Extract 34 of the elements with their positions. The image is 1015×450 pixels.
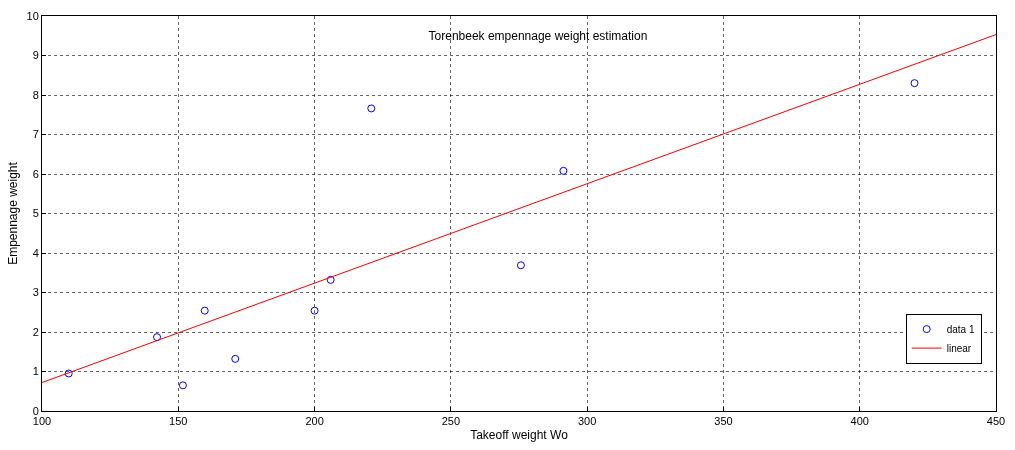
y-tick-label: 0 [32,404,39,417]
x-tick-label: 150 [169,415,188,428]
point [64,369,73,378]
x-tick-label: 400 [850,415,869,428]
point [559,166,568,175]
point [326,275,335,284]
x-tick-label: 200 [305,415,324,428]
text: Torenbeek empennage weight estimation [428,28,648,43]
y-axis-title: Empennage weight [5,161,20,265]
point [310,306,319,315]
x-tick-label: 350 [714,415,733,428]
y-tick-label: 3 [32,286,39,299]
y-tick-label: 1 [32,365,39,378]
y-tick-label: 8 [32,88,39,101]
point [516,261,525,270]
y-tick-label: 9 [32,49,39,62]
point [178,381,187,390]
x-tick-label: 250 [441,415,461,428]
y-tick-label: 5 [32,207,39,220]
legend-label: linear [946,343,972,354]
y-tick-label: 7 [32,128,39,141]
y-tick-label: 2 [32,325,39,338]
y-tick-label: 4 [32,246,39,259]
x-tick-label: 100 [32,415,52,428]
y-tick-label: 10 [26,9,39,22]
x-tick-label: 450 [986,415,1006,428]
x-axis-title: Takeoff weight Wo [470,428,569,443]
x-tick-label: 300 [577,415,597,428]
point [910,79,919,88]
y-tick-label: 6 [32,167,39,180]
point [231,354,240,363]
point [200,306,209,315]
legend-label: data 1 [946,324,975,335]
point [367,104,376,113]
